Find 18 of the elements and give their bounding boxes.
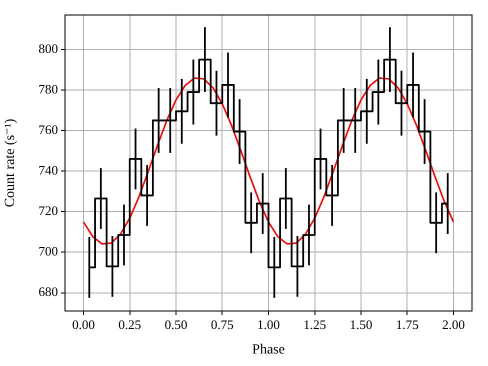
y-tick-label: 680 xyxy=(38,284,58,300)
x-tick-label: 1.50 xyxy=(350,317,372,332)
y-tick-label: 700 xyxy=(38,244,58,259)
y-tick-label: 740 xyxy=(38,162,58,178)
x-tick-label: 1.75 xyxy=(396,317,419,332)
x-tick-label: 2.00 xyxy=(442,317,465,332)
x-tick-label: 0.75 xyxy=(210,317,234,332)
y-tick-label: 760 xyxy=(38,122,58,137)
x-tick-label: 1.25 xyxy=(303,317,326,332)
y-tick-label: 720 xyxy=(38,203,58,218)
y-tick-label: 800 xyxy=(38,40,58,56)
x-tick-label: 1.00 xyxy=(257,317,280,332)
x-tick-label: 0.25 xyxy=(118,317,142,332)
x-tick-label: 0.50 xyxy=(164,317,188,332)
x-tick-label: 0.00 xyxy=(72,317,95,332)
y-tick-label: 780 xyxy=(38,81,58,96)
x-axis-title: Phase xyxy=(252,342,285,358)
y-axis-title: Count rate (s⁻¹) xyxy=(3,118,18,208)
